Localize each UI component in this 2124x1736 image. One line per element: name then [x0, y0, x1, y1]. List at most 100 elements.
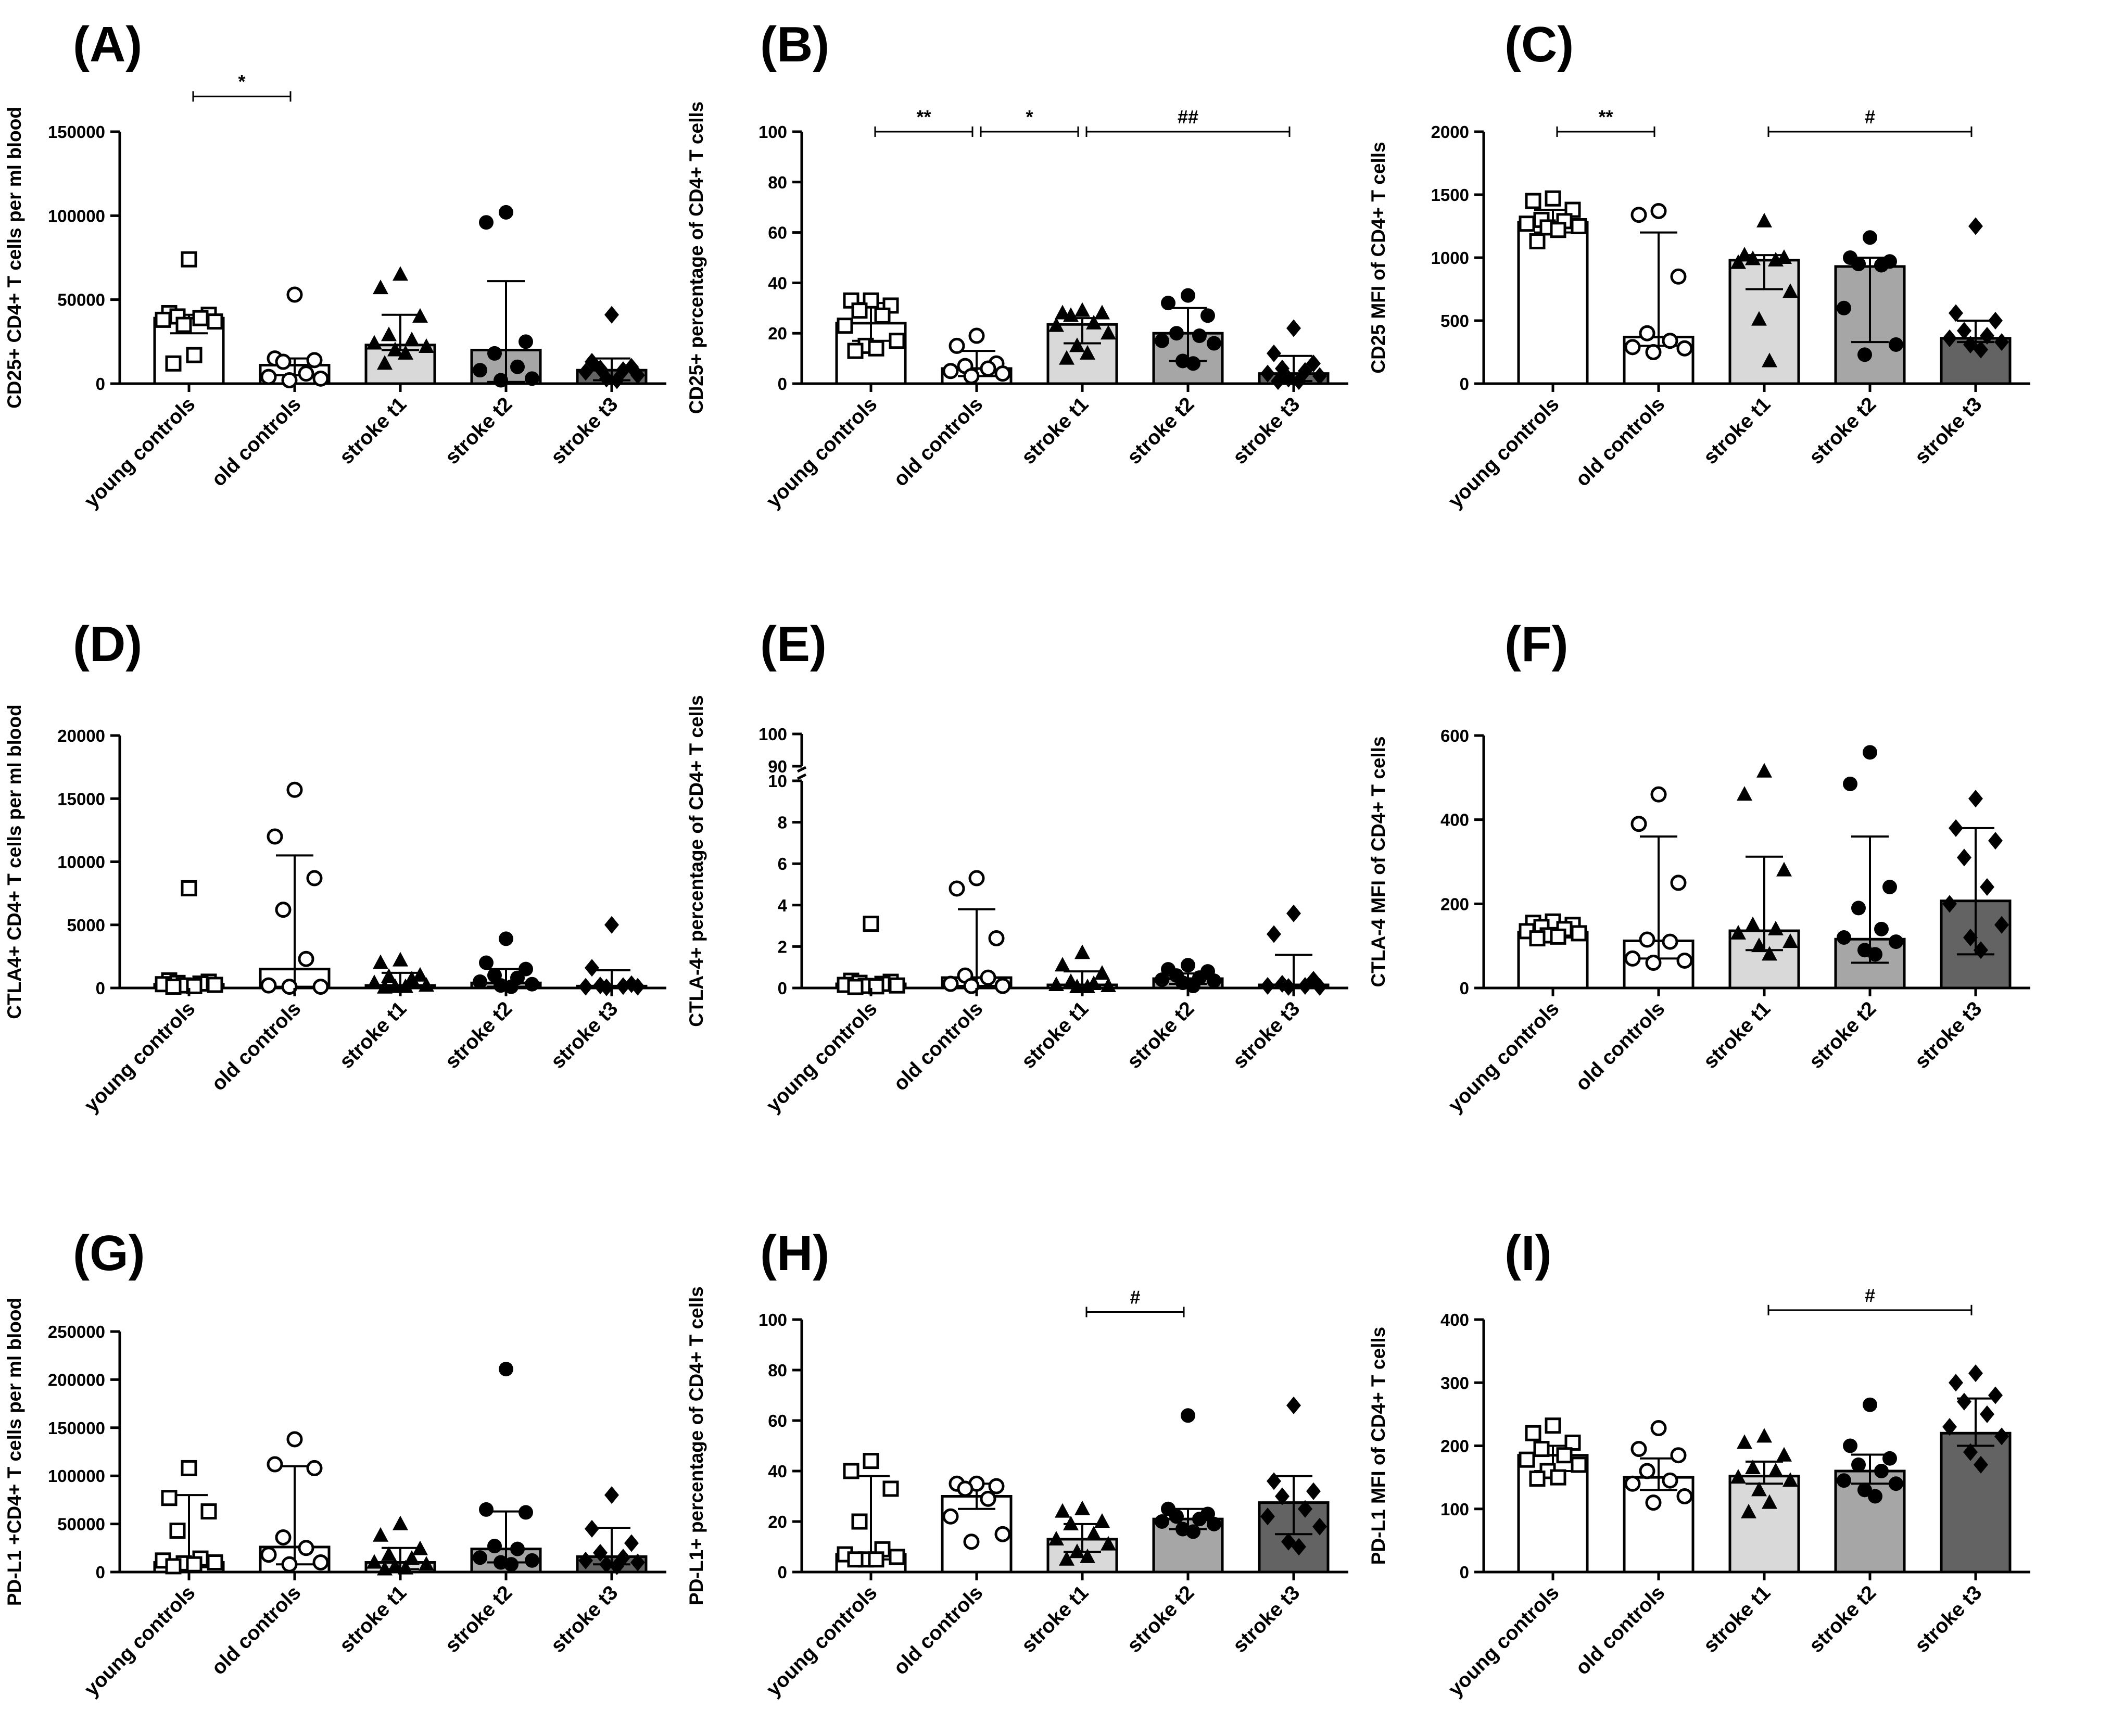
y-tick-label: 100000: [48, 1466, 105, 1486]
data-point: [847, 979, 864, 995]
data-point: [599, 978, 614, 996]
data-point: [1963, 929, 1978, 946]
data-point: [192, 310, 209, 326]
data-point: [1670, 875, 1687, 891]
data-point: [1745, 916, 1761, 931]
panel-label: (E): [760, 616, 827, 672]
y-tick-label: 0: [96, 1563, 105, 1582]
data-point: [630, 366, 645, 384]
data-point: [863, 916, 879, 932]
data-point: [957, 1480, 974, 1497]
data-point: [207, 977, 223, 993]
data-point: [1192, 1512, 1207, 1527]
data-point: [286, 1431, 303, 1448]
data-point: [1776, 861, 1792, 877]
data-point: [1980, 327, 1994, 345]
data-point: [306, 352, 323, 369]
x-category-label: old controls: [1571, 997, 1669, 1095]
data-point: [988, 1478, 1005, 1494]
data-point: [1101, 325, 1116, 340]
data-point: [479, 215, 494, 230]
x-category-label: young controls: [80, 1581, 200, 1701]
y-tick-label: 40: [768, 273, 787, 293]
data-point: [1662, 333, 1678, 349]
data-point: [630, 1553, 645, 1572]
data-point: [963, 368, 980, 384]
data-point: [968, 870, 985, 886]
data-point: [1207, 1516, 1221, 1531]
x-category-label: old controls: [889, 393, 987, 491]
data-point: [1974, 340, 1988, 359]
data-point: [161, 1490, 178, 1506]
data-point: [1645, 344, 1662, 360]
data-point: [1737, 1434, 1752, 1449]
data-point: [1260, 364, 1275, 383]
panel-i: (I) 0 100 200 300 400 PD-L1 MFI of CD4+ T cell…: [1368, 1225, 2030, 1701]
y-tick-label: 80: [768, 1361, 787, 1380]
data-point: [298, 951, 314, 967]
data-point: [366, 335, 382, 350]
data-point: [994, 978, 1011, 994]
y-tick-label: 100: [1440, 1500, 1469, 1519]
data-point: [1768, 251, 1784, 267]
data-point: [1676, 340, 1693, 357]
data-point: [393, 1515, 408, 1530]
data-point: [1857, 347, 1872, 362]
data-point: [1863, 1397, 1877, 1412]
data-point: [404, 971, 420, 986]
data-point: [942, 363, 959, 379]
significance-label: #: [1130, 1286, 1140, 1308]
data-point: [1550, 222, 1566, 238]
y-tick-label: 100: [758, 122, 787, 142]
data-point: [1529, 233, 1546, 250]
y-tick-label: 0: [778, 1563, 787, 1582]
data-point: [1312, 978, 1327, 996]
data-point: [1837, 930, 1851, 945]
bar: [1517, 221, 1589, 385]
x-category-label: old controls: [207, 1581, 305, 1679]
panel-d: (D) 0 5000 10000 15000 20000 CTLA4+ CD4+ T cel…: [4, 616, 666, 1117]
y-tick-label: 0: [778, 374, 787, 394]
data-point: [1756, 212, 1772, 227]
data-point: [1737, 247, 1752, 262]
data-point: [1662, 1472, 1678, 1489]
x-category-label: young controls: [762, 1581, 882, 1701]
data-point: [1571, 925, 1587, 942]
data-point: [1564, 1434, 1581, 1451]
data-point: [1181, 1408, 1195, 1423]
significance-label: #: [1865, 106, 1875, 128]
x-category-label: stroke t2: [1123, 1581, 1198, 1657]
y-tick-label: 5000: [67, 916, 105, 935]
data-point: [1545, 1417, 1561, 1434]
data-point: [1624, 339, 1641, 356]
data-point: [1874, 921, 1889, 936]
data-point: [1074, 302, 1090, 317]
data-point: [1101, 978, 1116, 993]
data-point: [373, 1527, 388, 1542]
data-point: [281, 372, 298, 389]
panel-f: (F) 0 200 400 600 CTLA-4 MFI of CD4+ T cells y…: [1368, 616, 2030, 1117]
data-point: [1782, 933, 1798, 948]
x-category-label: stroke t1: [1017, 997, 1093, 1073]
y-tick-label: 150000: [48, 122, 105, 142]
y-tick-label: 2000: [1431, 122, 1469, 142]
panel-h: (H) 0 20 40 60 80 100 PD-L1+ percentage of CD4+…: [686, 1225, 1348, 1701]
data-point: [1942, 1418, 1957, 1436]
y-tick-label: 200: [1440, 894, 1469, 914]
data-point: [1776, 1447, 1792, 1462]
data-point: [1837, 300, 1851, 315]
y-axis-label: CD25 MFI of CD4+ T cells: [1368, 142, 1389, 373]
data-point: [1994, 1427, 2009, 1446]
data-point: [1639, 1463, 1655, 1479]
data-point: [186, 347, 203, 363]
data-point: [1275, 1487, 1289, 1505]
data-point: [1980, 878, 1994, 896]
data-point: [1207, 336, 1221, 351]
data-point: [473, 363, 487, 378]
panel-label: (G): [73, 1225, 145, 1281]
data-point: [473, 974, 487, 989]
data-point: [1519, 216, 1535, 232]
data-point: [1292, 372, 1306, 390]
data-point: [186, 1556, 203, 1573]
